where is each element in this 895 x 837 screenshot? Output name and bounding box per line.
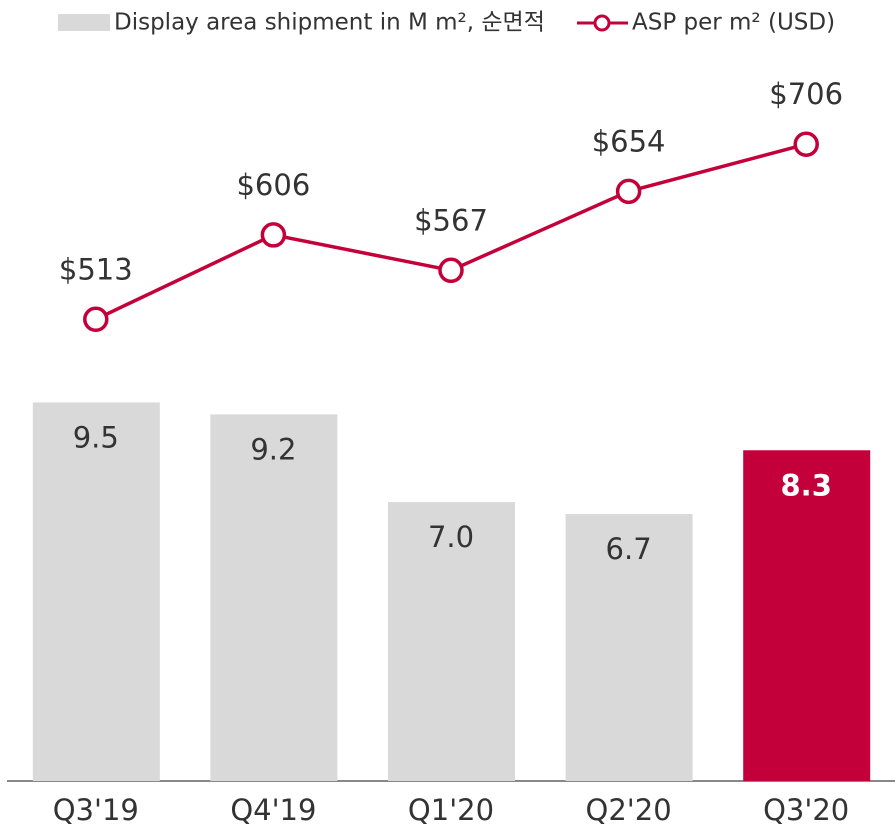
line-marker bbox=[438, 257, 464, 284]
line-marker bbox=[793, 131, 819, 157]
line-marker bbox=[83, 306, 109, 333]
line-value-label: $567 bbox=[414, 203, 488, 237]
bar bbox=[32, 402, 160, 781]
line-value-label: $513 bbox=[59, 252, 133, 286]
line-marker bbox=[615, 178, 642, 205]
line-value-label: $706 bbox=[769, 77, 843, 111]
legend-swatch-bar bbox=[58, 14, 110, 31]
legend-label: ASP per m² (USD) bbox=[632, 10, 835, 36]
bar bbox=[565, 514, 693, 781]
x-tick-label: Q3'19 bbox=[53, 793, 139, 827]
line-value-label: $606 bbox=[236, 168, 310, 202]
bar bbox=[743, 450, 871, 781]
bar-value-label: 8.3 bbox=[781, 468, 832, 502]
legend-marker bbox=[593, 14, 611, 32]
bar bbox=[210, 414, 338, 781]
x-tick-label: Q4'19 bbox=[230, 793, 316, 827]
legend-label: Display area shipment in M m², 순면적 bbox=[114, 10, 545, 36]
x-tick-label: Q1'20 bbox=[408, 793, 494, 827]
bar-value-label: 7.0 bbox=[428, 520, 474, 554]
x-tick-label: Q2'20 bbox=[586, 793, 672, 827]
bar bbox=[388, 502, 515, 781]
line-value-label: $654 bbox=[592, 124, 666, 158]
x-tick-label: Q3'20 bbox=[763, 793, 849, 827]
bar-value-label: 9.2 bbox=[250, 432, 296, 466]
line-marker bbox=[260, 222, 287, 248]
bar-value-label: 9.5 bbox=[73, 420, 119, 454]
bar-value-label: 6.7 bbox=[606, 532, 652, 566]
